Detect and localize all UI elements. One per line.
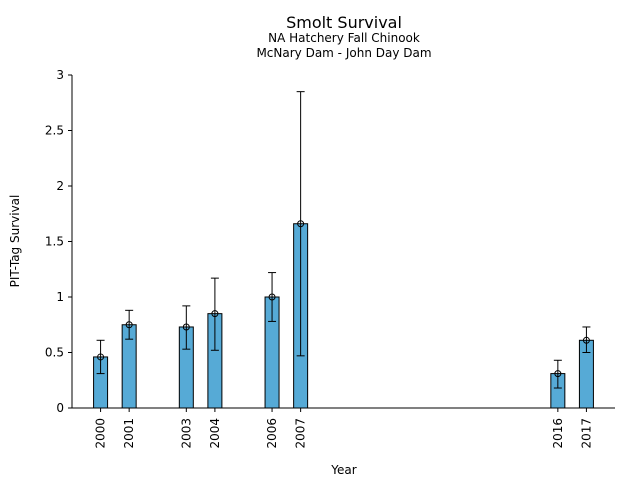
x-tick-label: 2003 [179,418,193,449]
y-tick-label: 3 [56,68,64,82]
data-point [297,220,305,228]
chart-title: Smolt Survival [286,13,402,32]
x-tick-label: 2016 [551,418,565,449]
y-tick-label: 2.5 [45,124,64,138]
data-point [554,370,562,378]
data-point [211,310,219,318]
data-point [268,293,276,301]
data-point [182,323,190,331]
x-tick-label: 2004 [208,418,222,449]
y-tick-label: 0.5 [45,346,64,360]
plot-area: 0 0.5 1 1.5 2 2.5 3 2000 2001 2003 2004 2006 2007 201… [45,68,594,449]
x-tick-label: 2000 [94,418,108,449]
data-point [582,336,590,344]
x-axis-label: Year [330,463,356,477]
x-tick-label: 2017 [579,418,593,449]
y-tick-label: 1 [56,290,64,304]
y-tick-label: 0 [56,401,64,415]
data-point [97,353,105,361]
y-tick-label: 2 [56,179,64,193]
chart-subtitle-2: McNary Dam - John Day Dam [256,46,431,60]
x-tick-label: 2001 [122,418,136,449]
x-tick-label: 2007 [294,418,308,449]
data-point [125,321,133,329]
x-tick-label: 2006 [265,418,279,449]
y-tick-label: 1.5 [45,235,64,249]
chart-subtitle-1: NA Hatchery Fall Chinook [268,31,420,45]
y-axis-label: PIT-Tag Survival [8,195,22,288]
